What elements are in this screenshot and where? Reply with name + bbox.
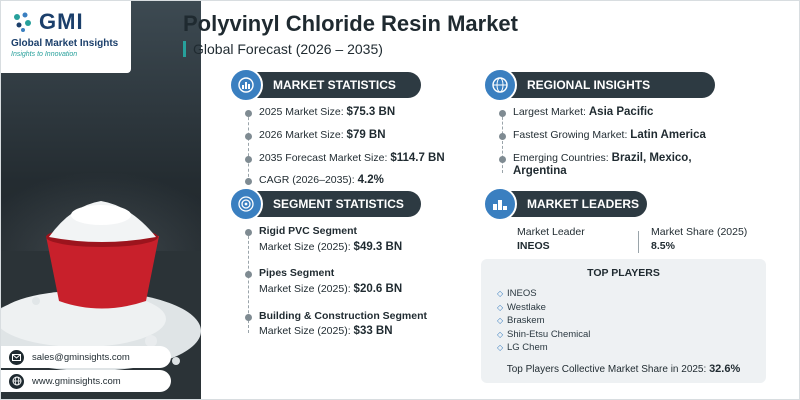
top-players-title: TOP PLAYERS — [587, 267, 660, 279]
email-text[interactable]: sales@gminsights.com — [32, 351, 130, 363]
market-statistics-header: MARKET STATISTICS — [229, 68, 421, 102]
page-subtitle: Global Forecast (2026 – 2035) — [193, 41, 383, 57]
title-accent-bar — [183, 41, 186, 57]
top-players-panel: TOP PLAYERS INEOS Westlake Braskem Shin-… — [481, 259, 766, 383]
top-players-share: Top Players Collective Market Share in 2… — [506, 363, 741, 375]
player-item: Braskem — [497, 314, 590, 328]
pvc-resin-bowl-image — [1, 201, 201, 399]
segment-statistics-list: Rigid PVC Segment Market Size (2025): $4… — [245, 225, 475, 339]
gmi-logo-icon — [14, 12, 31, 32]
target-icon — [229, 187, 263, 221]
market-leaders-header: MARKET LEADERS — [483, 187, 647, 221]
globe-chart-icon — [229, 68, 263, 102]
market-share-label: Market Share (2025) — [651, 226, 748, 238]
logo-text: GMI — [39, 9, 84, 34]
brand-name: Global Market Insights — [11, 38, 119, 49]
brand-logo: GMI Global Market Insights Insights to I… — [1, 1, 131, 73]
globe-icon — [9, 373, 24, 389]
contact-email[interactable]: sales@gminsights.com — [1, 346, 171, 368]
region-item: Emerging Countries: Brazil, Mexico, Argen… — [499, 152, 759, 180]
market-share: Market Share (2025) 8.5% — [651, 226, 747, 252]
segment-statistics-header: SEGMENT STATISTICS — [229, 187, 421, 221]
player-item: Westlake — [497, 301, 590, 315]
podium-icon — [483, 187, 517, 221]
player-item: Shin-Etsu Chemical — [497, 328, 590, 342]
stat-item: 2025 Market Size: $75.3 BN — [245, 106, 475, 120]
website-text[interactable]: www.gminsights.com — [32, 375, 121, 387]
globe-icon — [483, 68, 517, 102]
segment-item: Rigid PVC Segment Market Size (2025): $4… — [245, 225, 475, 254]
stat-item: 2026 Market Size: $79 BN — [245, 129, 475, 143]
brand-tagline: Insights to Innovation — [11, 51, 78, 58]
market-leader: Market Leader INEOS — [517, 226, 585, 252]
player-item: INEOS — [497, 287, 590, 301]
leader-divider — [638, 231, 639, 253]
product-photo: GMI Global Market Insights Insights to I… — [1, 1, 201, 399]
market-leader-label: Market Leader — [517, 226, 585, 238]
stat-item: 2035 Forecast Market Size: $114.7 BN — [245, 152, 475, 166]
segment-item: Building & Construction Segment Market S… — [245, 310, 475, 339]
top-players-list: INEOS Westlake Braskem Shin-Etsu Chemica… — [497, 287, 590, 355]
envelope-icon — [9, 349, 24, 365]
contact-website[interactable]: www.gminsights.com — [1, 370, 171, 392]
market-statistics-list: 2025 Market Size: $75.3 BN 2026 Market S… — [245, 106, 475, 188]
regional-insights-list: Largest Market: Asia Pacific Fastest Gro… — [499, 106, 759, 179]
page-title: Polyvinyl Chloride Resin Market — [183, 11, 518, 36]
segment-item: Pipes Segment Market Size (2025): $20.6 … — [245, 267, 475, 296]
stat-item: CAGR (2026–2035): 4.2% — [245, 174, 475, 188]
region-item: Largest Market: Asia Pacific — [499, 106, 759, 120]
market-leader-value: INEOS — [517, 240, 550, 252]
player-item: LG Chem — [497, 341, 590, 355]
region-item: Fastest Growing Market: Latin America — [499, 129, 759, 143]
regional-insights-header: REGIONAL INSIGHTS — [483, 68, 715, 102]
market-share-value: 8.5% — [651, 240, 675, 252]
